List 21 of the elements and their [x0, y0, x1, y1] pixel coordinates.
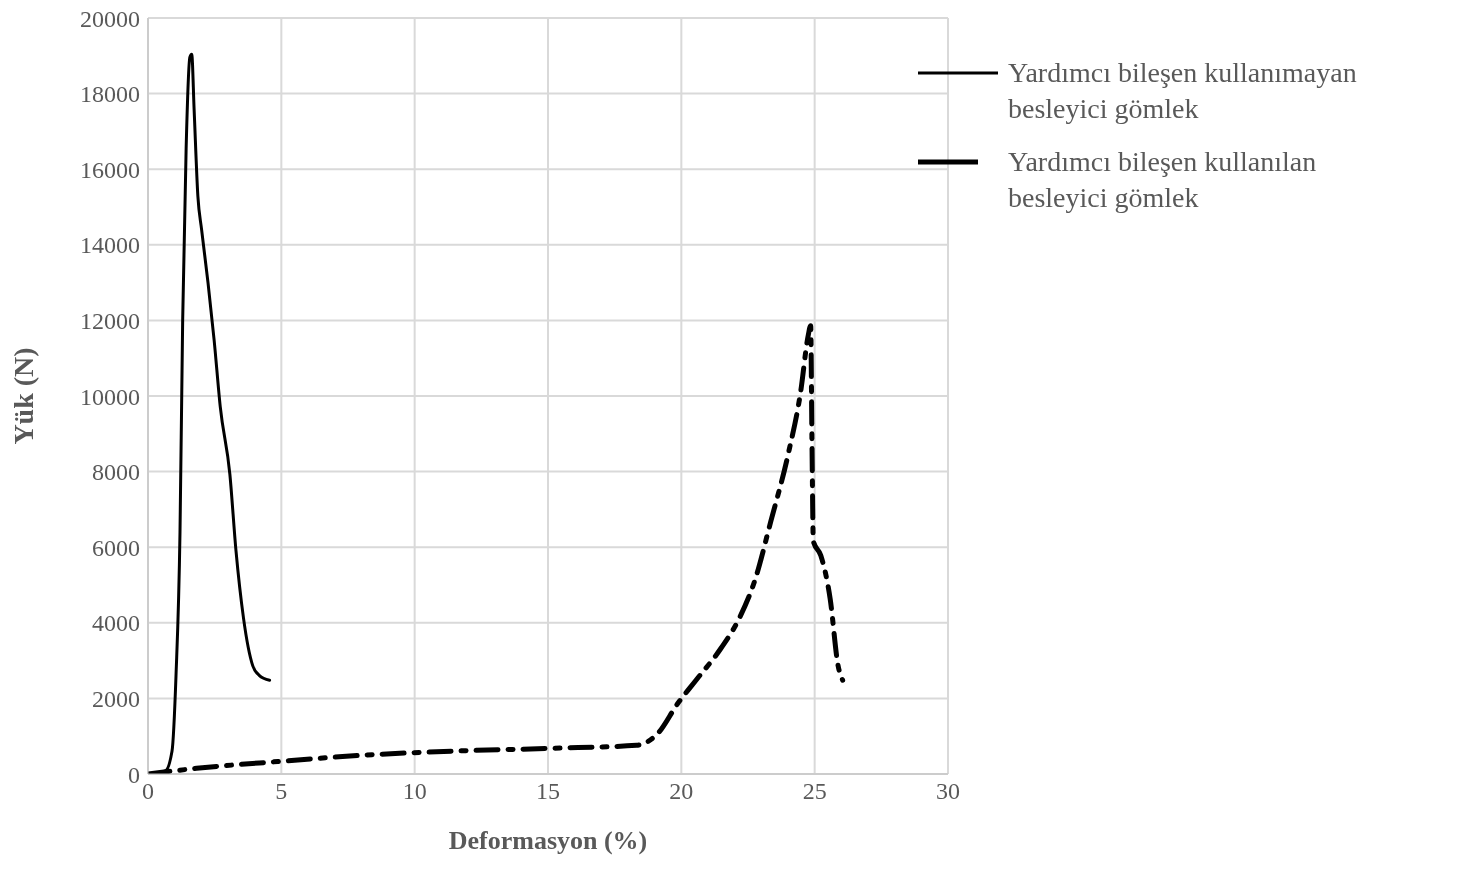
y-tick-label: 14000 — [80, 232, 140, 259]
y-tick-label: 4000 — [92, 610, 140, 637]
legend-label: Yardımcı bileşen kullanımayan besleyici gömlek — [1008, 56, 1358, 126]
y-tick-label: 0 — [128, 761, 140, 788]
y-tick-label: 12000 — [80, 307, 140, 334]
x-tick-label: 10 — [402, 778, 427, 805]
legend-label: Yardımcı bileşen kullanılan besleyici gömlek — [1008, 145, 1318, 215]
y-tick-label: 8000 — [92, 459, 140, 486]
y-tick-label: 16000 — [80, 156, 140, 183]
x-tick-label: 5 — [275, 778, 288, 805]
x-tick-label: 15 — [536, 778, 560, 805]
y-tick-label: 2000 — [92, 685, 140, 712]
y-tick-label: 18000 — [80, 81, 140, 108]
y-tick-label: 10000 — [80, 383, 140, 410]
x-tick-label: 30 — [936, 778, 960, 805]
x-axis-title: Deformasyon (%) — [448, 826, 648, 855]
x-tick-label: 20 — [669, 778, 694, 805]
y-axis-title: Yük (N) — [7, 347, 39, 445]
x-tick-label: 25 — [802, 778, 827, 805]
y-tick-label: 20000 — [80, 5, 140, 32]
y-tick-label: 6000 — [92, 534, 140, 561]
